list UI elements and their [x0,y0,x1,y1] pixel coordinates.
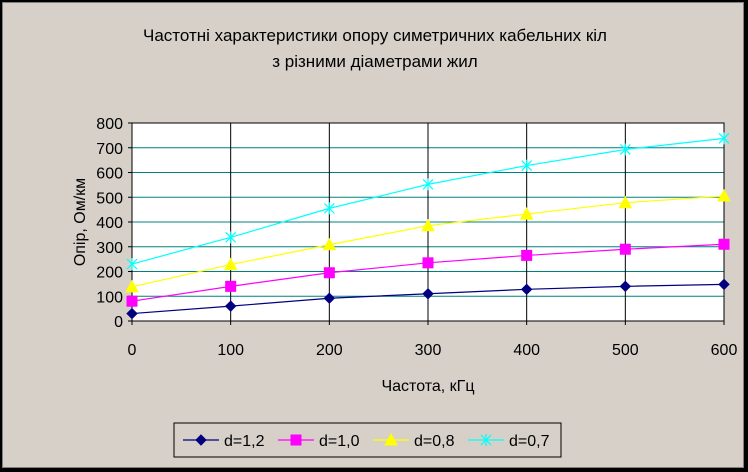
data-point [422,288,434,300]
x-tick-label: 600 [711,342,738,359]
data-point [225,280,237,292]
data-point [521,159,533,172]
data-point [519,207,534,220]
data-point [126,258,138,271]
series-d-1-2 [126,278,730,320]
series-d-1-0 [126,238,730,307]
y-tick-label: 400 [96,215,123,232]
chart-area: Частотні характеристики опору симетрични… [2,2,744,468]
legend-marker [384,432,398,446]
data-point [422,257,434,269]
legend-entries: d=1,2 d=1,0 d=0,8 d=0,7 [183,432,550,450]
data-point [224,300,237,312]
data-point [717,188,731,202]
data-point [323,202,335,215]
x-tick-label: 0 [128,342,137,359]
data-point [521,249,533,261]
y-tick-label: 500 [96,190,123,207]
legend-marker [290,434,302,446]
data-point [322,237,337,251]
data-point [125,279,139,293]
data-point [323,267,335,279]
legend-entry: d=0,8 [373,432,455,450]
y-tick-label: 600 [96,166,123,183]
y-tick-label: 200 [96,265,123,282]
y-tick-label: 100 [96,289,123,306]
y-tick-label: 300 [96,240,123,257]
legend-marker [480,434,492,446]
chart-title-line-2: з різними діаметрами жил [272,52,477,71]
legend-entry: d=1,0 [278,433,360,450]
data-point [422,178,434,191]
data-point [718,132,730,145]
y-tick-labels: 0 100 200 300 400 500 600 700 800 [96,116,132,331]
x-tick-label: 500 [612,342,639,359]
data-point [718,238,730,250]
y-tick-label: 700 [96,141,123,158]
chart: Частотні характеристики опору симетрични… [72,26,738,458]
x-tick-labels: 0 100 200 300 400 500 600 [128,321,738,359]
x-tick-label: 200 [316,342,343,359]
x-tick-label: 400 [513,342,540,359]
data-point [718,278,730,291]
series-d-0-8 [125,188,731,293]
legend [173,422,562,458]
y-tick-label: 0 [114,314,123,331]
data-point [323,292,336,304]
y-tick-label: 800 [96,116,123,133]
data-point [619,243,631,255]
data-point [619,143,631,156]
data-point [618,195,633,209]
x-tick-label: 300 [415,342,442,359]
data-point [421,218,435,232]
legend-entry: d=0,7 [468,433,550,450]
legend-label: d=1,0 [319,433,360,450]
x-axis-title: Частота, кГц [381,378,474,395]
legend-label: d=0,8 [414,433,455,450]
data-point [126,295,138,307]
legend-label: d=1,2 [224,433,265,450]
data-point [126,307,138,320]
x-tick-label: 100 [217,342,244,359]
chart-title-line-1: Частотні характеристики опору симетрични… [143,26,607,45]
data-point [223,257,238,271]
series-layer [125,132,731,320]
data-point [225,231,237,244]
legend-label: d=0,7 [509,433,550,450]
series-d-0-7 [126,132,730,271]
legend-marker [195,434,207,446]
y-axis-title: Опір, Ом/км [72,178,89,266]
data-point [619,280,632,293]
legend-entry: d=1,2 [183,433,265,450]
data-point [520,283,533,296]
